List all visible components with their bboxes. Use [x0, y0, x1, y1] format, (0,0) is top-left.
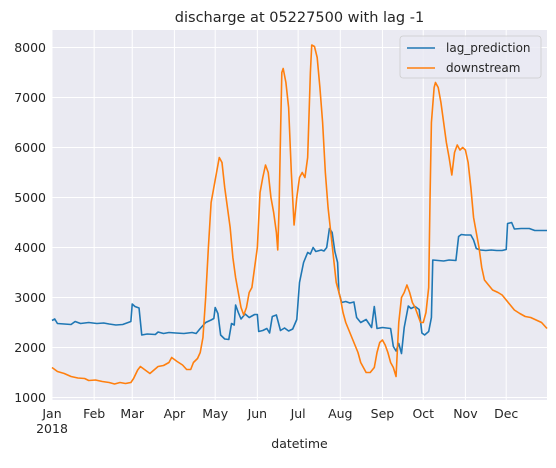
x-tick-label: Mar [120, 406, 144, 421]
y-tick-label: 4000 [14, 240, 46, 255]
y-tick-label: 1000 [14, 390, 46, 405]
legend: lag_prediction downstream [400, 36, 541, 78]
x-tick-label: Jul [290, 406, 306, 421]
x-tick-label: Oct [412, 406, 434, 421]
x-tick-sublabel: 2018 [36, 421, 68, 436]
x-tick-label: Apr [164, 406, 186, 421]
x-tick-label: Jan [41, 406, 61, 421]
x-tick-label: Nov [453, 406, 478, 421]
y-tick-label: 8000 [14, 40, 46, 55]
y-tick-label: 3000 [14, 290, 46, 305]
y-tick-label: 5000 [14, 190, 46, 205]
y-tick-label: 2000 [14, 340, 46, 355]
legend-label-lag-prediction: lag_prediction [446, 41, 531, 55]
x-tick-label: Sep [371, 406, 395, 421]
x-tick-label: Dec [494, 406, 518, 421]
x-axis-label: datetime [271, 436, 328, 451]
legend-label-downstream: downstream [446, 61, 520, 75]
x-tick-label: Feb [83, 406, 105, 421]
y-tick-label: 7000 [14, 90, 46, 105]
x-tick-label: Aug [328, 406, 352, 421]
y-tick-label: 6000 [14, 140, 46, 155]
x-tick-label: May [202, 406, 228, 421]
x-tick-label: Jun [247, 406, 268, 421]
chart-title: discharge at 05227500 with lag -1 [175, 10, 424, 26]
